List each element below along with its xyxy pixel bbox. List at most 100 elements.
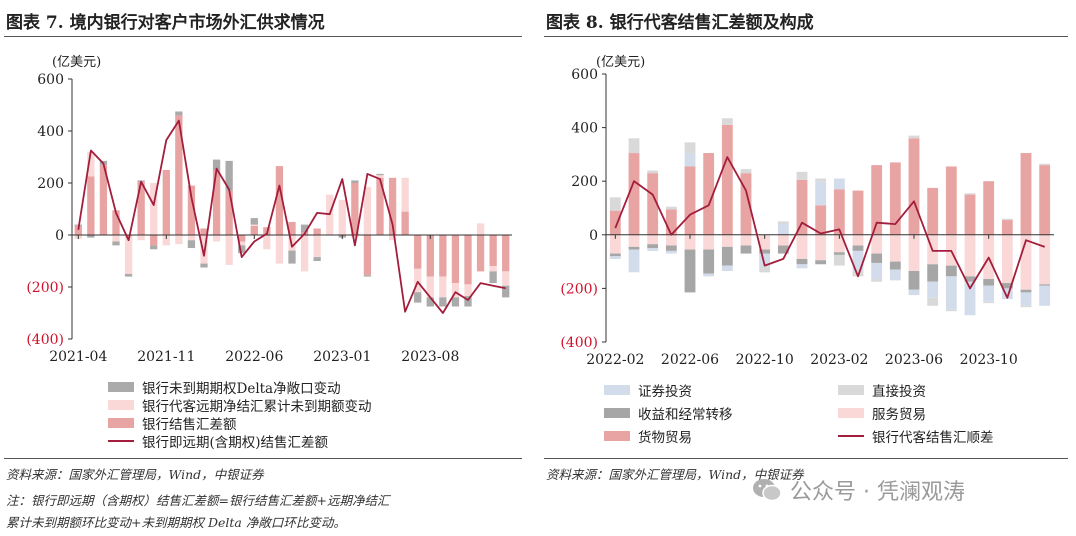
left-chart-bar bbox=[464, 296, 472, 307]
right-chart-bar bbox=[908, 289, 920, 296]
right-chart-bar bbox=[871, 165, 883, 235]
left-chart-bar bbox=[288, 222, 296, 235]
left-chart-line-series bbox=[77, 119, 506, 314]
right-chart-y-tick-label: (200) bbox=[560, 281, 598, 297]
right-legend-swatch-securities bbox=[604, 385, 630, 395]
right-chart-bar bbox=[833, 254, 845, 266]
right-legend-services: 服务贸易 bbox=[838, 403, 926, 423]
left-chart-bar bbox=[363, 235, 372, 276]
right-legend-swatch-services bbox=[838, 408, 864, 418]
left-chart-bar bbox=[238, 245, 246, 254]
left-chart-bar bbox=[200, 235, 208, 264]
left-chart-bar bbox=[187, 240, 196, 248]
right-chart-bar bbox=[964, 281, 976, 316]
right-chart-bar bbox=[1039, 234, 1051, 285]
left-chart-bar bbox=[313, 257, 321, 261]
left-chart-bar bbox=[187, 235, 196, 241]
left-source-note: 资料来源：国家外汇管理局，Wind，中银证券 bbox=[6, 467, 264, 482]
right-chart-bar bbox=[833, 189, 845, 235]
right-chart-bar bbox=[684, 234, 696, 250]
left-legend-forward: 银行代客远期净结汇累计未到期额变动 bbox=[108, 395, 372, 415]
right-chart-bar bbox=[647, 248, 659, 251]
right-chart-bar bbox=[927, 297, 939, 306]
right-chart-x-tick-label: 2023-06 bbox=[885, 352, 943, 368]
right-chart-bar bbox=[1001, 218, 1013, 221]
right-chart-y-tick-label: 200 bbox=[571, 174, 598, 190]
right-chart-bar bbox=[945, 309, 957, 312]
left-chart-bar bbox=[238, 235, 246, 242]
right-chart-bar bbox=[796, 258, 808, 265]
right-chart-bar bbox=[964, 234, 976, 277]
left-chart-bar bbox=[87, 235, 95, 238]
right-chart-bar bbox=[927, 264, 939, 282]
left-chart-bar bbox=[87, 151, 95, 177]
left-title-rule bbox=[4, 36, 522, 37]
left-chart-bar bbox=[489, 266, 497, 272]
right-chart-x-tick-label: 2022-10 bbox=[736, 352, 794, 368]
left-chart-y-tick-label: 0 bbox=[55, 228, 64, 244]
left-chart-x-tick-label: 2023-01 bbox=[313, 349, 371, 365]
right-chart-bar bbox=[833, 252, 845, 255]
left-chart-bar bbox=[388, 177, 397, 235]
right-chart-bar bbox=[871, 253, 883, 263]
right-chart-bar bbox=[1039, 284, 1051, 286]
left-chart-bar bbox=[414, 268, 422, 293]
left-legend-delta: 银行未到期期权Delta净敞口变动 bbox=[108, 377, 341, 397]
left-bottom-rule bbox=[4, 458, 522, 459]
right-chart-bar bbox=[908, 138, 920, 235]
right-chart-bar bbox=[703, 153, 715, 235]
right-chart-bar bbox=[1020, 153, 1032, 235]
right-chart-bar bbox=[684, 142, 696, 154]
left-chart-bar bbox=[439, 276, 447, 298]
right-chart-bar bbox=[908, 270, 920, 290]
left-chart-bar bbox=[275, 166, 284, 235]
right-chart-bar bbox=[796, 179, 808, 235]
right-chart-bar bbox=[647, 173, 659, 235]
left-chart-bar bbox=[313, 228, 321, 235]
right-chart-unit-label: (亿美元) bbox=[596, 55, 645, 70]
left-chart-bar bbox=[376, 175, 384, 178]
left-chart-bar bbox=[200, 228, 208, 235]
right-chart-bar bbox=[1020, 289, 1032, 293]
right-chart-bar bbox=[609, 210, 621, 235]
right-chart-bar bbox=[759, 253, 771, 267]
left-chart-y-tick-label: 200 bbox=[37, 176, 64, 192]
right-chart-bar bbox=[628, 234, 640, 247]
left-chart-bar bbox=[414, 292, 422, 303]
left-chart-bar bbox=[150, 235, 158, 246]
right-chart-y-tick-label: 0 bbox=[589, 228, 598, 244]
left-chart-bar bbox=[439, 297, 447, 307]
left-chart-bar bbox=[351, 180, 359, 183]
left-legend-label-settlement: 银行结售汇差额 bbox=[142, 417, 237, 433]
right-chart-bar bbox=[1039, 285, 1051, 306]
left-chart-bar bbox=[313, 235, 321, 258]
right-legend-securities: 证券投资 bbox=[604, 380, 692, 400]
right-chart-bar bbox=[759, 266, 771, 273]
left-chart-bar bbox=[351, 183, 359, 235]
left-chart-unit-label: (亿美元) bbox=[52, 55, 101, 70]
left-chart-bar bbox=[426, 276, 434, 298]
right-chart-bar bbox=[721, 246, 733, 266]
right-chart-bar bbox=[815, 234, 827, 261]
right-legend-swatch-goods bbox=[604, 431, 630, 441]
right-chart-bar bbox=[777, 224, 789, 235]
right-chart-y-tick-label: (400) bbox=[560, 335, 598, 351]
right-chart-bar bbox=[833, 178, 845, 190]
right-chart-bar bbox=[983, 285, 995, 302]
left-chart-bar bbox=[212, 235, 221, 242]
left-chart-bar bbox=[476, 235, 485, 272]
right-chart-bar bbox=[647, 170, 659, 174]
right-chart-bar bbox=[777, 221, 789, 225]
right-chart-bar bbox=[815, 178, 827, 182]
left-chart-bar bbox=[376, 177, 384, 235]
left-chart-bar bbox=[187, 185, 196, 235]
left-chart-bar bbox=[162, 170, 170, 235]
left-chart-bar bbox=[87, 176, 95, 235]
right-chart-bar bbox=[665, 206, 677, 210]
right-chart-bar bbox=[1001, 283, 1013, 289]
right-chart-panel: 图表 8. 银行代客结售汇差额及构成 (亿美元) 600 400 200 0 (200)(… bbox=[540, 0, 1076, 536]
left-chart-bar bbox=[263, 235, 271, 250]
left-chart-y-tick-label: 400 bbox=[37, 124, 64, 140]
right-chart-bar bbox=[1039, 163, 1051, 166]
right-legend-goods: 货物贸易 bbox=[604, 426, 692, 446]
